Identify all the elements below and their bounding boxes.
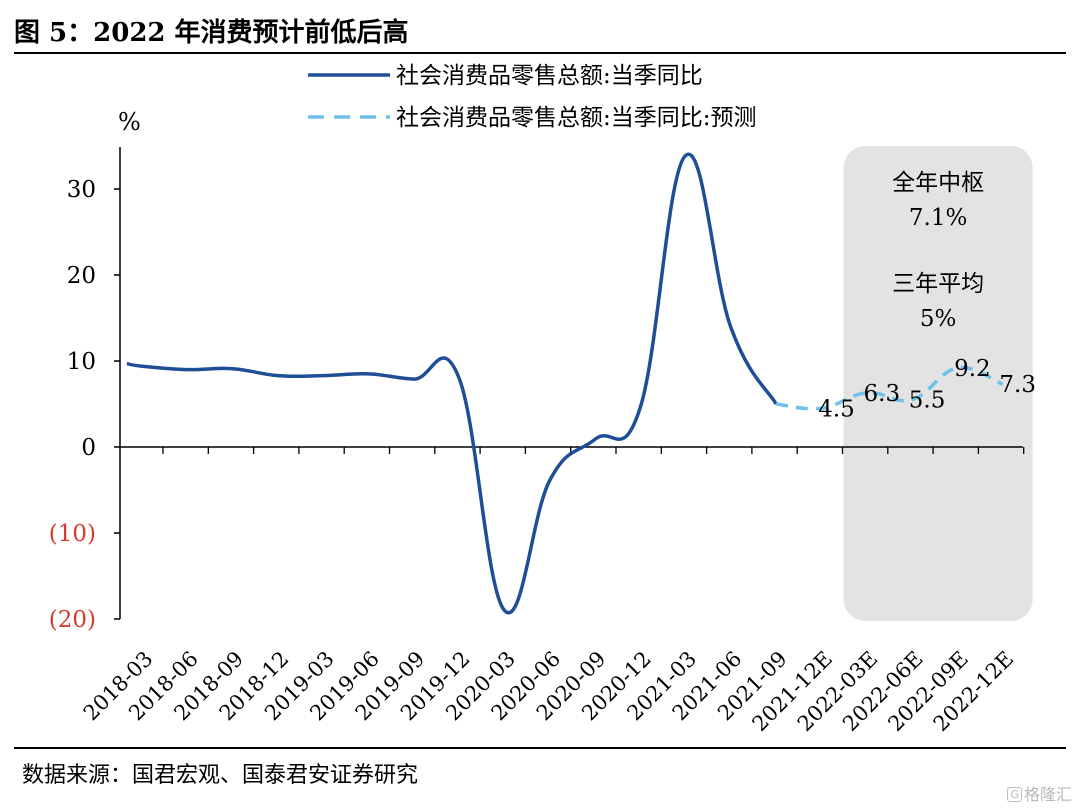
actual-series-line (126, 152, 778, 615)
source-rule (14, 747, 1066, 749)
y-tick-label: 10 (67, 349, 96, 375)
data-source-note: 数据来源：国君宏观、国泰君安证券研究 (22, 763, 419, 788)
annotation-midpoint-label: 全年中枢 (892, 170, 984, 196)
title-rule (14, 52, 1066, 54)
legend-forecast-label: 社会消费品零售总额:当季同比:预测 (396, 105, 757, 131)
legend-actual-label: 社会消费品零售总额:当季同比 (396, 63, 703, 89)
annotation-midpoint-value: 7.1% (909, 205, 967, 231)
y-tick-label: (20) (49, 607, 96, 633)
data-label: 4.5 (818, 396, 855, 422)
y-axis-label: % (118, 108, 141, 136)
forecast-series-line (775, 365, 1004, 411)
figure-title: 图 5：2022 年消费预计前低后高 (14, 18, 409, 48)
watermark-logo: G 格隆汇 (1007, 781, 1072, 805)
forecast-highlight-box (843, 146, 1033, 621)
annotation-average-label: 三年平均 (892, 271, 984, 297)
data-label: 7.3 (999, 372, 1036, 398)
data-label: 5.5 (909, 388, 946, 414)
y-tick-label: 0 (81, 435, 96, 461)
y-tick-label: (10) (49, 521, 96, 547)
y-tick-label: 20 (67, 263, 96, 289)
data-label: 6.3 (864, 381, 901, 407)
data-label: 9.2 (954, 356, 991, 382)
y-tick-label: 30 (67, 177, 96, 203)
annotation-average-value: 5% (920, 306, 957, 332)
logo-icon: G (1007, 787, 1022, 802)
